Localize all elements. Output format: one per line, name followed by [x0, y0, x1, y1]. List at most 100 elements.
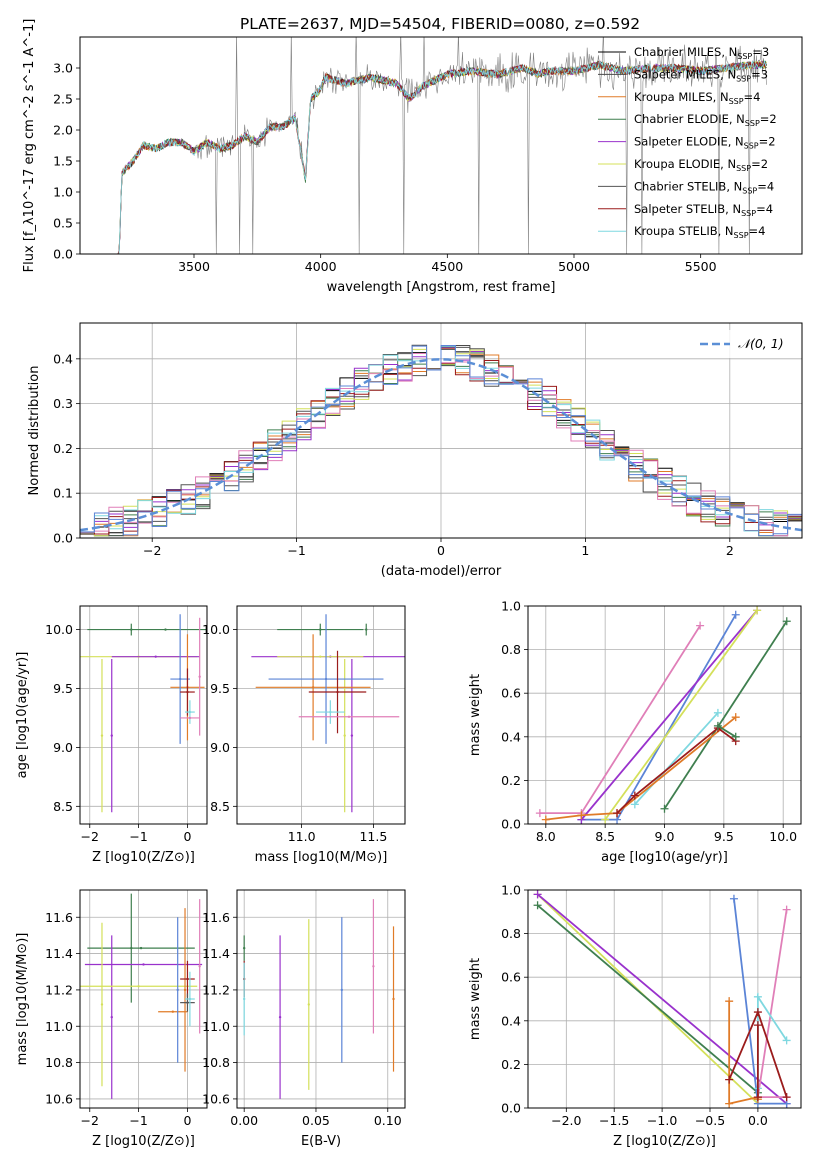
x-tick-label: 3500 [178, 259, 210, 274]
plus-marker [782, 617, 791, 626]
y-tick-label: 0.0 [53, 247, 73, 262]
axes-frame [79, 889, 208, 1109]
x-tick-label: 5500 [685, 259, 717, 274]
panel-age_vs_mass: 11.0 11.5 8.5 9.0 9.5 10.0 mass [log10(M/M⊙)] [202, 605, 406, 865]
data-point [319, 655, 322, 658]
plus-marker [782, 1093, 791, 1102]
legend-nssp-subscript: SSP [737, 52, 752, 61]
plus-marker [630, 800, 639, 809]
plot-area-mass_weight_vs_age [535, 606, 791, 824]
data-point [372, 965, 375, 968]
data-point [242, 997, 246, 1001]
panels: 3500 4000 4500 5000 5500 0.0 0.5 1.0 1.5 2.0 2.5 3.… [15, 19, 803, 1149]
panel-mass_vs_Z: −2 −1 0 10.6 10.8 11.0 11.2 11.4 11.6 Z [log10(Z/… [15, 889, 208, 1149]
legend-nssp-subscript: SSP [745, 119, 760, 128]
y-tick-label: 0.2 [53, 441, 73, 456]
axes-frame [527, 889, 802, 1109]
plot-area-spectrum [117, 37, 767, 254]
x-axis-label: mass [log10(M/M⊙)] [255, 850, 388, 865]
x-axis-label: wavelength [Angstrom, rest frame] [327, 280, 556, 295]
plot-area-age_vs_Z [80, 614, 207, 813]
data-point [336, 690, 339, 694]
x-tick-label: 11.0 [288, 829, 316, 844]
data-point [100, 734, 104, 737]
residuals-legend: 𝒩(0, 1) [690, 330, 796, 358]
legend-nssp-value: =4 [749, 224, 766, 238]
plus-marker [753, 606, 762, 615]
x-axis-label: E(B-V) [301, 1134, 341, 1149]
data-point [176, 988, 179, 992]
y-axis-label: Normed distribution [27, 366, 42, 496]
x-axis-label: Z [log10(Z/Z⊙)] [92, 850, 195, 865]
y-tick-label: 11.0 [45, 1019, 73, 1034]
x-tick-label: −1 [287, 543, 305, 558]
legend-label: Chabrier STELIB [634, 179, 726, 193]
legend-nssp-subscript: SSP [736, 164, 751, 173]
x-tick-label: 10.0 [769, 829, 797, 844]
plot-area-mass_vs_Z [80, 893, 203, 1099]
y-tick-label: 10.0 [45, 622, 73, 637]
y-tick-label: 1.0 [501, 883, 521, 898]
x-tick-label: 2 [726, 543, 734, 558]
y-tick-label: 0.3 [53, 396, 73, 411]
y-tick-label: 10.8 [45, 1055, 73, 1070]
model-line-kroupa_stelib [118, 60, 767, 254]
x-tick-label: 1 [581, 543, 589, 558]
y-tick-label: 0.5 [53, 216, 73, 231]
plus-marker [731, 610, 740, 619]
y-tick-label: 10.6 [202, 1091, 230, 1106]
data-point [188, 710, 192, 714]
legend-nssp-prefix: , N [718, 224, 734, 238]
legend-entry: 𝒩(0, 1) [738, 336, 784, 351]
legend-nssp-prefix: , N [729, 112, 745, 126]
plus-marker [577, 811, 586, 820]
weight-line-salpeter_stelib [616, 726, 737, 814]
legend-nssp-prefix: , N [726, 179, 742, 193]
x-tick-label: −1.0 [647, 1113, 677, 1128]
x-tick-label: 0.00 [230, 1113, 258, 1128]
axes-frame [236, 605, 406, 825]
legend-nssp-subscript: SSP [729, 97, 744, 106]
legend-nssp-subscript: SSP [741, 209, 756, 218]
y-tick-label: 9.0 [53, 740, 73, 755]
panel-residuals: −2 −1 0 1 2 0.0 0.1 0.2 0.3 0.4 (data-model)/error… [27, 322, 803, 579]
y-tick-label: 11.4 [202, 946, 230, 961]
legend-nssp-subscript: SSP [736, 74, 751, 83]
legend-nssp-value: =3 [752, 45, 769, 59]
data-point [137, 985, 140, 988]
x-tick-label: 0 [183, 829, 191, 844]
y-tick-label: 11.2 [202, 982, 230, 997]
data-point [311, 686, 315, 689]
x-tick-label: 11.5 [359, 829, 387, 844]
data-point [365, 628, 368, 631]
legend-label: Kroupa ELODIE [634, 157, 720, 171]
plus-marker [753, 1021, 762, 1030]
x-tick-label: 5000 [558, 259, 590, 274]
y-tick-label: 11.0 [202, 1019, 230, 1034]
legend-nssp-value: =4 [757, 179, 774, 193]
plus-marker [725, 1075, 734, 1084]
data-point [183, 988, 187, 992]
panel-mass_weight_vs_age: 8.0 8.5 9.0 9.5 10.0 0.0 0.2 0.4 0.6 0.8 1.0 age [l… [468, 599, 802, 865]
legend-nssp-value: =2 [759, 135, 776, 149]
legend-nssp-value: =2 [760, 112, 777, 126]
plus-marker [713, 721, 722, 730]
weight-line-salpeter_elodie [580, 609, 758, 821]
weight-line-kroupa_elodie [604, 609, 758, 821]
x-tick-label: 0.0 [748, 1113, 768, 1128]
plus-marker [601, 815, 610, 824]
legend-entry: Chabrier ELODIE, NSSP=2 [634, 112, 777, 128]
legend-nssp-prefix: , N [720, 67, 736, 81]
data-point [100, 1003, 104, 1006]
y-tick-label: 9.5 [53, 681, 73, 696]
data-point [347, 715, 351, 718]
plus-marker [613, 809, 622, 818]
y-tick-label: 10.8 [202, 1055, 230, 1070]
plus-marker [731, 713, 740, 722]
data-point [110, 1015, 113, 1019]
plus-marker [533, 901, 542, 910]
legend-label: Salpeter STELIB [634, 202, 725, 216]
legend-entry: Chabrier STELIB, NSSP=4 [634, 179, 774, 195]
legend-entry: Salpeter STELIB, NSSP=4 [634, 202, 773, 218]
x-tick-label: −1 [129, 1113, 147, 1128]
